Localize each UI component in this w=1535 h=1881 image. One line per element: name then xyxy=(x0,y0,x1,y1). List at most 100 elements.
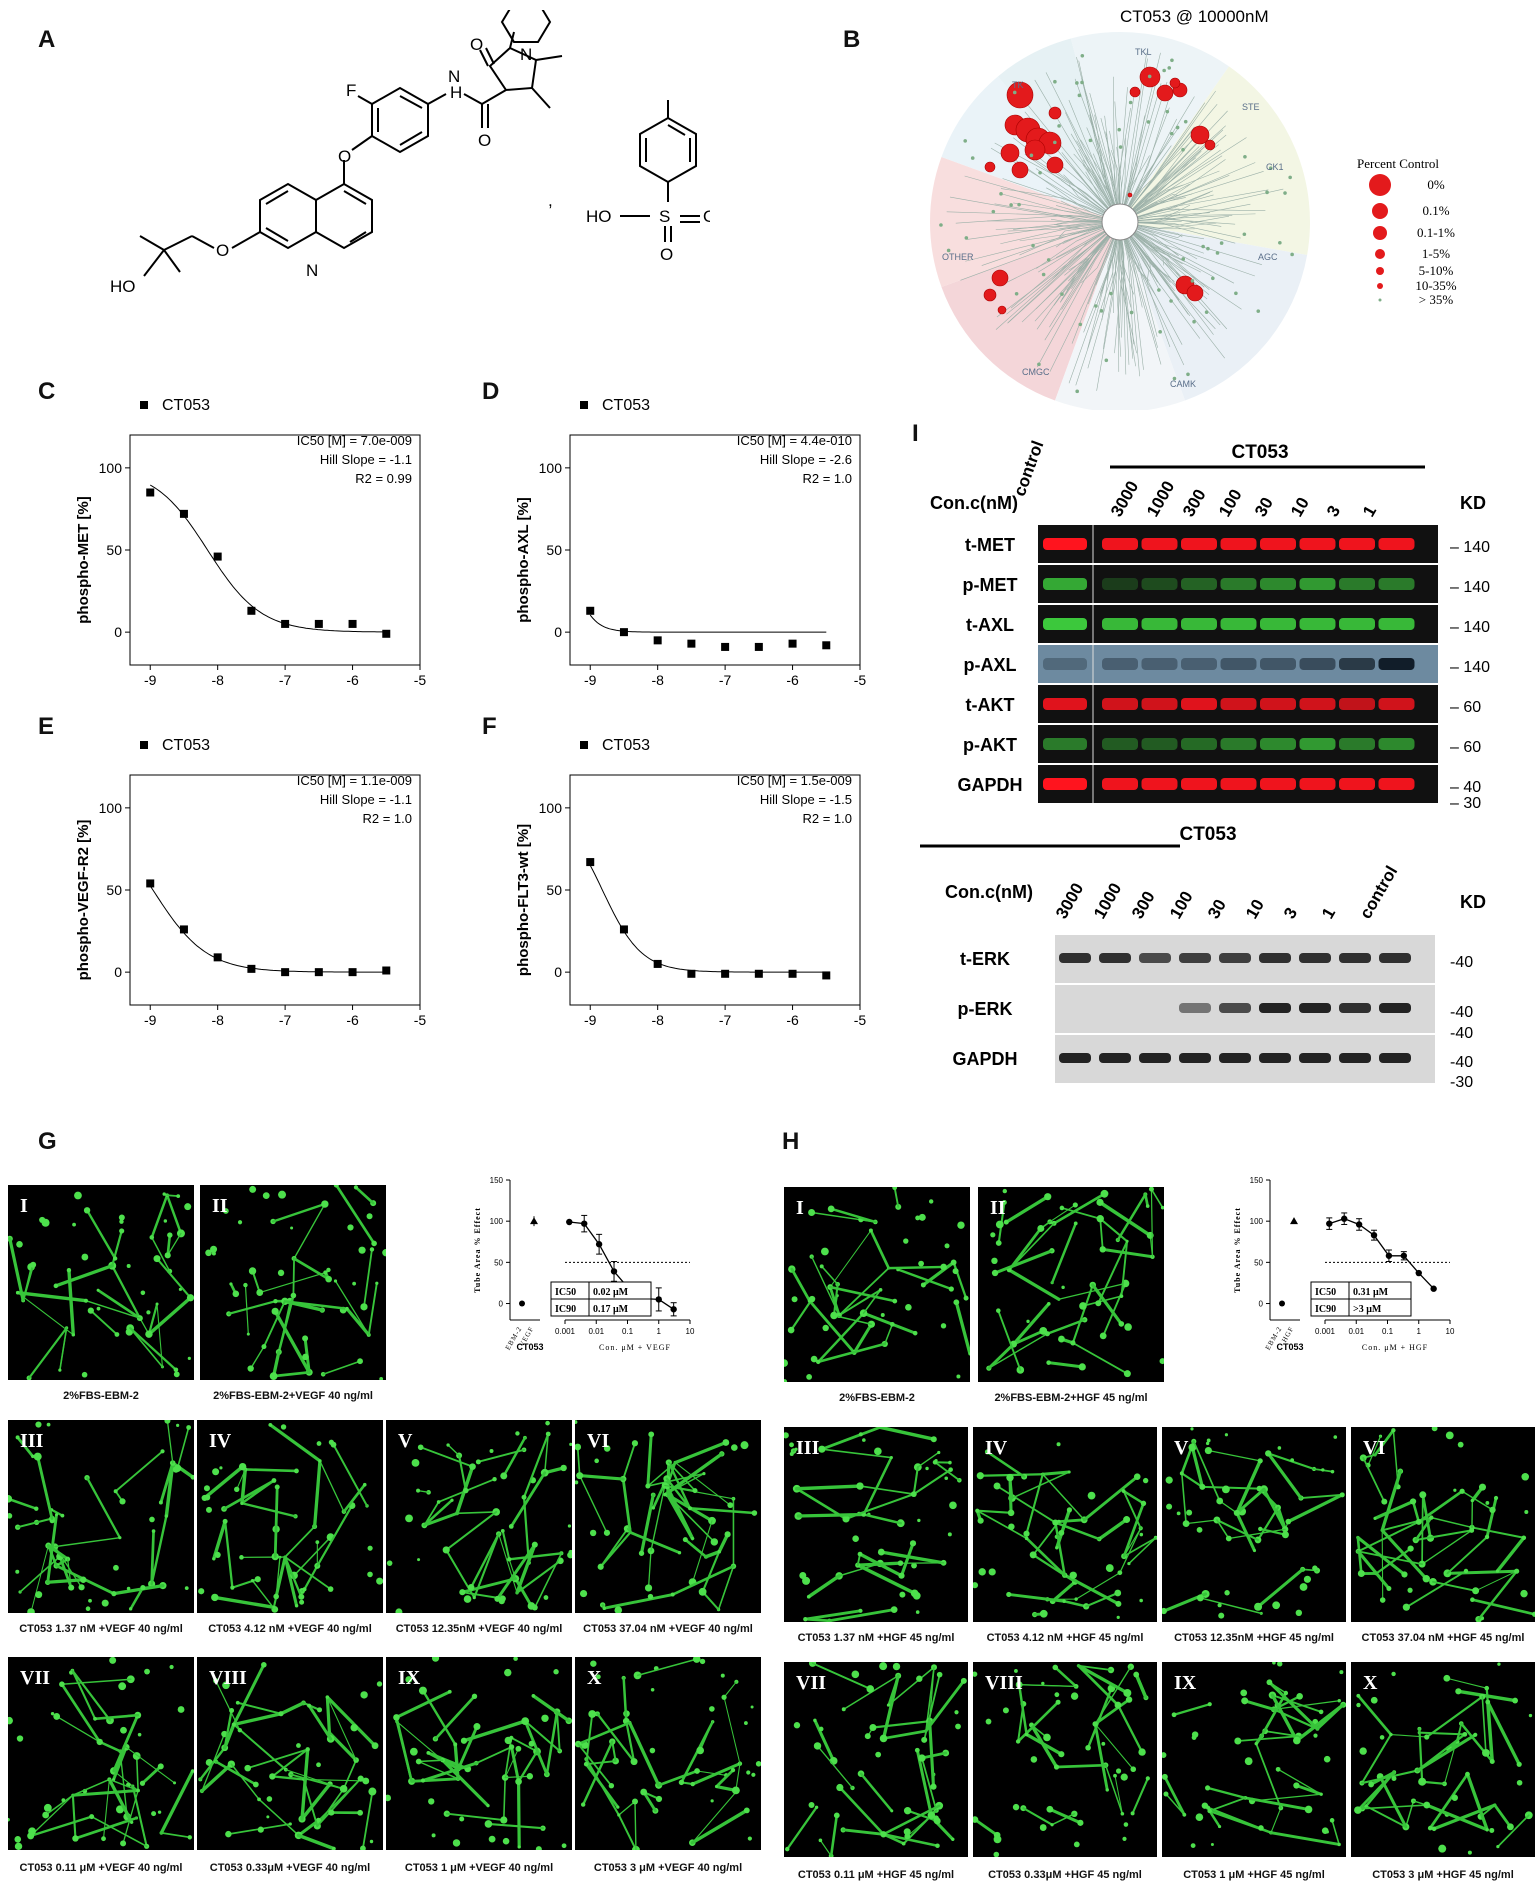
tube-segment xyxy=(638,1659,697,1675)
tube-segment xyxy=(447,1814,504,1820)
tube-node xyxy=(1127,1562,1130,1565)
tube-node xyxy=(784,1379,787,1382)
tube-node xyxy=(1052,1665,1058,1671)
tube-image: V xyxy=(386,1420,572,1613)
tube-node xyxy=(1116,1768,1121,1773)
tube-node xyxy=(120,1727,127,1734)
tube-segment xyxy=(533,1696,568,1721)
tube-node xyxy=(515,1746,521,1752)
tube-image: X xyxy=(575,1657,761,1850)
tube-node xyxy=(784,1359,788,1367)
tube-node xyxy=(1224,1590,1229,1595)
tube-node xyxy=(830,1312,837,1319)
tube-node xyxy=(340,1785,348,1793)
tube-node xyxy=(1240,1689,1247,1696)
tube-node xyxy=(1040,1824,1047,1831)
tube-node xyxy=(1386,1586,1391,1591)
x-tick-label: 1 xyxy=(657,1327,662,1336)
tube-node xyxy=(485,1820,493,1828)
blot-band xyxy=(1142,698,1178,710)
tube-node xyxy=(278,1711,283,1716)
data-point xyxy=(382,630,390,638)
tube-node xyxy=(819,1727,824,1732)
tube-node xyxy=(1047,1302,1051,1306)
tube-node xyxy=(925,1467,928,1470)
tube-node xyxy=(892,1299,897,1304)
data-point xyxy=(620,925,628,933)
chemical-structure: F H N O O O HO N N , HO S O O O xyxy=(110,10,710,300)
tube-node xyxy=(176,1424,179,1427)
tube-node xyxy=(1522,1535,1527,1540)
blot-band xyxy=(1299,1053,1331,1063)
tube-image: V xyxy=(1162,1427,1346,1622)
tube-node xyxy=(1403,1604,1410,1611)
tube-node xyxy=(792,1296,798,1302)
x-tick-label: -8 xyxy=(211,1012,224,1028)
tube-node xyxy=(1073,1202,1078,1207)
tube-node xyxy=(957,1221,964,1228)
tube-node xyxy=(711,1799,714,1802)
tube-node xyxy=(169,1665,173,1669)
data-point xyxy=(281,968,289,976)
tube-node xyxy=(1006,1592,1011,1597)
tube-image: I xyxy=(8,1185,194,1380)
data-point xyxy=(1371,1232,1377,1238)
tube-node xyxy=(1462,1732,1467,1737)
tube-node xyxy=(472,1694,477,1699)
tube-segment xyxy=(347,1309,369,1335)
tube-image-caption: CT053 37.04 nM +VEGF 40 ng/ml xyxy=(555,1623,781,1635)
tube-node xyxy=(1199,1484,1205,1490)
tube-segment xyxy=(1419,1733,1465,1735)
tube-segment xyxy=(884,1676,899,1739)
tube-node xyxy=(15,1843,22,1850)
tube-node xyxy=(417,1558,420,1561)
tube-segment xyxy=(831,1209,875,1222)
tube-node xyxy=(645,1484,650,1489)
kinome-hit-dot xyxy=(1128,193,1132,197)
tube-segment xyxy=(302,1749,308,1819)
blot-band xyxy=(1300,658,1336,670)
tube-node xyxy=(1391,1672,1395,1676)
tube-node xyxy=(367,1213,373,1219)
tube-segment xyxy=(1245,1701,1274,1710)
tube-node xyxy=(1121,1812,1125,1816)
tube-node xyxy=(272,1308,279,1315)
tube-segment xyxy=(285,1526,315,1557)
tube-node xyxy=(1258,1527,1262,1531)
blot-band xyxy=(1043,578,1087,590)
tube-segment xyxy=(251,1347,264,1369)
tube-node xyxy=(238,1220,242,1224)
tube-image-label: III xyxy=(796,1437,819,1460)
tube-segment xyxy=(1375,1501,1413,1518)
lane-label: 300 xyxy=(1179,486,1210,520)
blot-band xyxy=(1181,618,1217,630)
blot-band xyxy=(1221,658,1257,670)
tube-node xyxy=(1486,1828,1489,1831)
tube-node xyxy=(120,1840,126,1846)
tube-node xyxy=(1490,1759,1495,1764)
tube-segment xyxy=(234,1714,281,1725)
tube-node xyxy=(996,1308,1001,1313)
tube-node xyxy=(1313,1734,1317,1738)
tube-node xyxy=(84,1207,90,1213)
tube-node xyxy=(1358,1570,1365,1577)
y-tick-label: 150 xyxy=(490,1176,504,1185)
blot-row-label: p-MET xyxy=(963,575,1018,595)
tube-node xyxy=(1401,1571,1407,1577)
kinome-hit-dot xyxy=(985,162,995,172)
kd-marker: – 30 xyxy=(1450,795,1481,812)
tube-node xyxy=(1162,1752,1166,1758)
tube-node xyxy=(1338,1699,1341,1702)
tube-segment xyxy=(1100,1219,1102,1250)
tube-node xyxy=(834,1812,840,1818)
tube-node xyxy=(916,1676,922,1682)
tube-segment xyxy=(805,1619,829,1621)
tube-node xyxy=(1485,1700,1490,1705)
data-point xyxy=(586,607,594,615)
tube-node xyxy=(176,1194,180,1198)
x-tick-label: 0.1 xyxy=(622,1327,634,1336)
tube-node xyxy=(1285,1519,1291,1525)
kinome-small-dot xyxy=(1078,323,1082,327)
tube-node xyxy=(325,1276,332,1283)
tube-node xyxy=(858,1552,863,1557)
